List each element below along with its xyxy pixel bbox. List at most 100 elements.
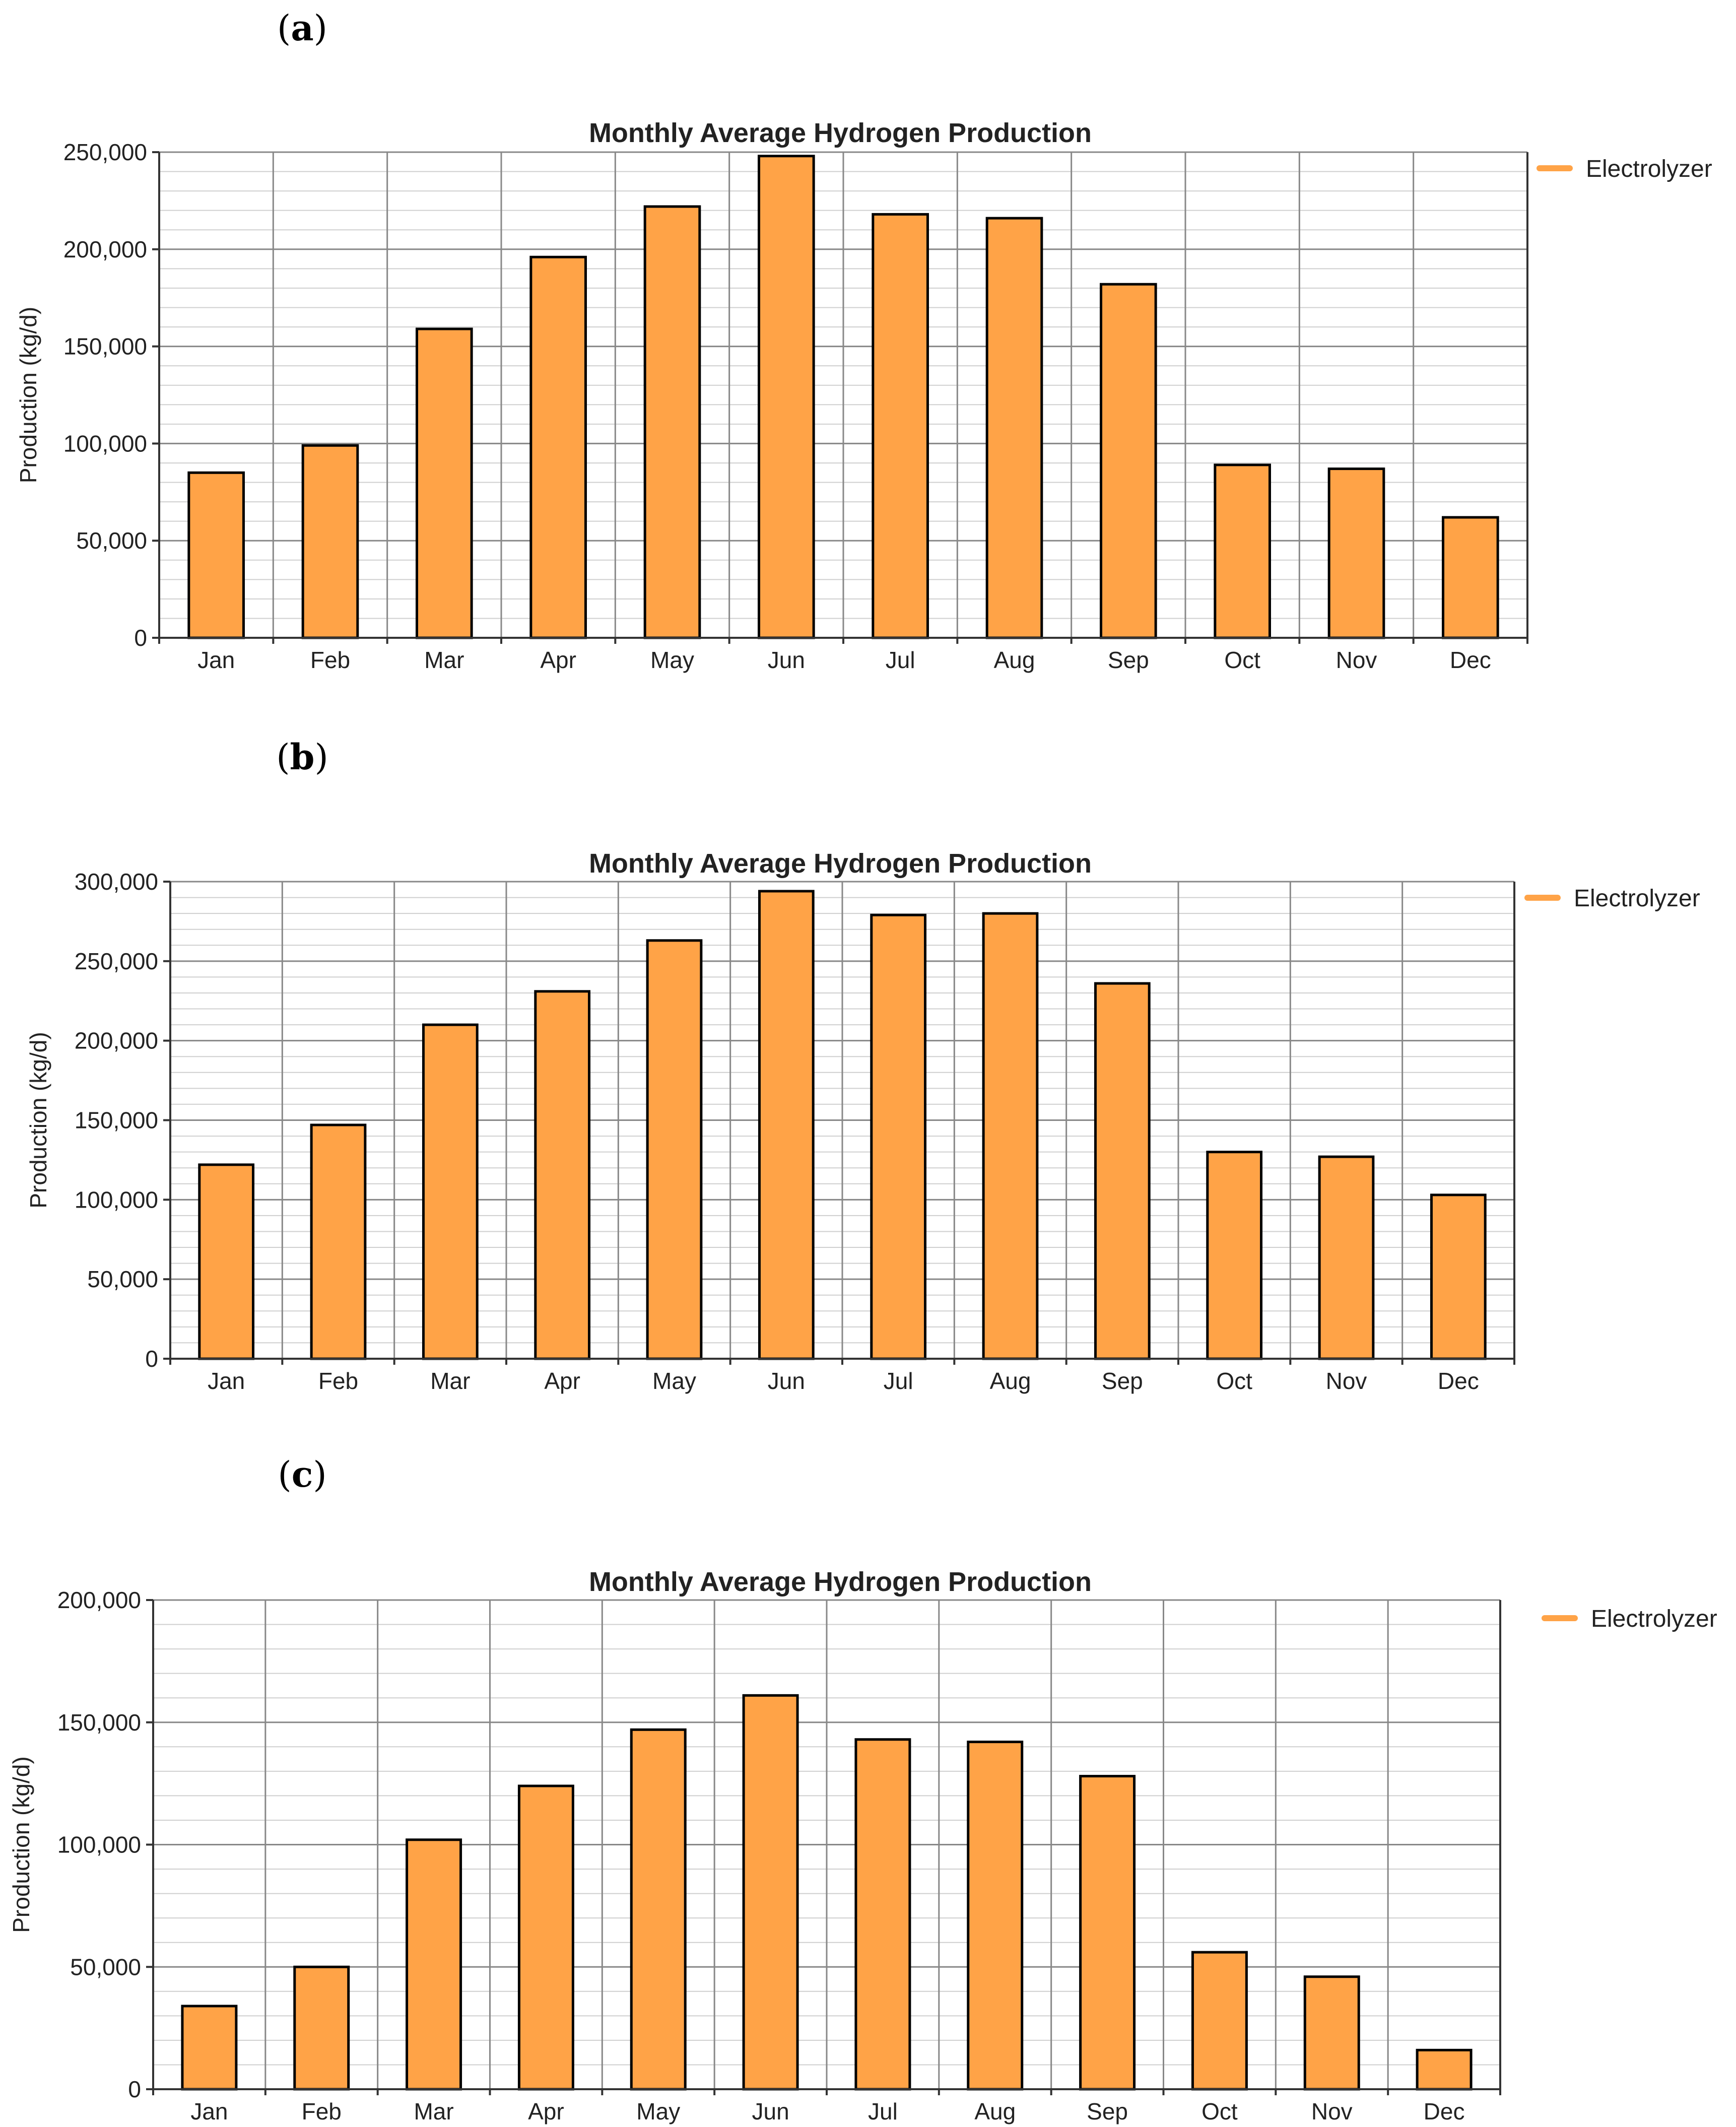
y-tick-label: 100,000 — [75, 1186, 158, 1213]
x-tick-label: Sep — [1102, 1368, 1143, 1394]
legend: Electrolyzer — [1537, 156, 1712, 182]
y-axis-label: Production (kg/d) — [8, 1756, 34, 1933]
chart-panel-c: (c) Monthly Average Hydrogen Production 0 5… — [8, 1453, 1717, 2124]
bar-mar — [416, 327, 473, 639]
y-tick-label: 50,000 — [70, 1954, 141, 1980]
bar-sep — [1079, 1775, 1136, 2091]
chart-title: Monthly Average Hydrogen Production — [589, 848, 1092, 879]
x-tick-label: Jan — [197, 647, 235, 673]
bar-sep — [1100, 283, 1157, 639]
x-tick-label: Jun — [752, 2098, 789, 2124]
panel-label: (a) — [277, 7, 327, 49]
bar-jun — [742, 1694, 799, 2091]
legend-label: Electrolyzer — [1586, 156, 1712, 182]
x-tick-label: Jun — [768, 1368, 805, 1394]
legend-label: Electrolyzer — [1574, 885, 1700, 912]
y-axis-label: Production (kg/d) — [15, 307, 41, 483]
bar-mar — [406, 1838, 462, 2091]
x-tick-label: Sep — [1087, 2098, 1128, 2124]
x-tick-label: Jan — [190, 2098, 228, 2124]
bar-oct — [1191, 1951, 1248, 2091]
bar-feb — [293, 1965, 350, 2091]
x-tick-label: Feb — [302, 2098, 342, 2124]
bar-oct — [1206, 1151, 1263, 1360]
x-tick-label: Aug — [974, 2098, 1016, 2124]
y-tick-label: 150,000 — [75, 1107, 158, 1134]
bar-jul — [870, 913, 927, 1360]
x-tick-label: Jul — [868, 2098, 898, 2124]
panel-paren-open: ( — [276, 737, 290, 778]
x-tick-label: Nov — [1336, 647, 1377, 673]
bar-sep — [1094, 982, 1151, 1360]
bar-jan — [198, 1163, 255, 1360]
y-tick-label: 100,000 — [57, 1832, 141, 1858]
x-tick-label: Feb — [318, 1368, 358, 1394]
bar-aug — [982, 912, 1039, 1360]
y-tick-label: 0 — [134, 625, 147, 651]
bar-may — [630, 1728, 687, 2091]
x-tick-label: Aug — [994, 647, 1035, 673]
bar-mar — [422, 1023, 479, 1360]
bar-jul — [854, 1738, 911, 2091]
y-tick-label: 200,000 — [75, 1028, 158, 1054]
bar-may — [646, 939, 703, 1360]
bar-aug — [985, 217, 1043, 639]
x-tick-label: Nov — [1311, 2098, 1353, 2124]
x-tick-label: Oct — [1201, 2098, 1238, 2124]
y-tick-label: 0 — [145, 1346, 158, 1372]
x-tick-label: Apr — [544, 1368, 580, 1394]
x-tick-label: Oct — [1216, 1368, 1252, 1394]
x-tick-label: Jun — [768, 647, 805, 673]
x-tick-label: Dec — [1438, 1368, 1479, 1394]
x-tick-label: Sep — [1108, 647, 1149, 673]
bar-apr — [534, 990, 591, 1360]
bar-apr — [529, 255, 587, 639]
x-tick-label: Feb — [310, 647, 350, 673]
x-tick-label: Apr — [540, 647, 576, 673]
legend: Electrolyzer — [1542, 1606, 1717, 1632]
x-tick-label: May — [650, 647, 694, 673]
y-tick-label: 300,000 — [75, 869, 158, 895]
chart-title: Monthly Average Hydrogen Production — [589, 1567, 1092, 1597]
chart-panel-a: (a) Monthly Average Hydrogen Production 0 5… — [15, 7, 1712, 673]
panel-label: (b) — [276, 736, 328, 778]
legend: Electrolyzer — [1524, 885, 1700, 912]
panel-letter: b — [290, 736, 315, 778]
y-tick-label: 150,000 — [63, 334, 147, 360]
bar-feb — [310, 1123, 367, 1360]
panel-paren-close: ) — [313, 1454, 326, 1495]
panel-letter: c — [292, 1453, 313, 1495]
panel-paren-close: ) — [314, 8, 327, 49]
bar-dec — [1416, 2048, 1473, 2091]
bar-apr — [517, 1784, 574, 2091]
x-tick-label: Mar — [414, 2098, 453, 2124]
x-tick-label: May — [652, 1368, 696, 1394]
bar-nov — [1318, 1155, 1375, 1360]
bar-jul — [872, 213, 929, 639]
bar-oct — [1214, 463, 1271, 639]
x-tick-label: Jan — [208, 1368, 245, 1394]
legend-label: Electrolyzer — [1591, 1606, 1717, 1632]
x-tick-label: Mar — [430, 1368, 470, 1394]
bar-dec — [1430, 1193, 1487, 1360]
chart-title: Monthly Average Hydrogen Production — [589, 118, 1092, 148]
panel-paren-open: ( — [277, 8, 291, 49]
y-tick-label: 0 — [128, 2076, 141, 2102]
x-tick-label: May — [636, 2098, 680, 2124]
bar-nov — [1327, 468, 1385, 639]
panel-paren-close: ) — [314, 737, 328, 778]
bar-jan — [187, 471, 245, 639]
x-tick-label: Aug — [990, 1368, 1031, 1394]
x-tick-label: Dec — [1450, 647, 1491, 673]
panel-label: (c) — [278, 1453, 326, 1495]
bar-nov — [1303, 1975, 1360, 2091]
bar-jan — [181, 2005, 238, 2091]
panel-paren-open: ( — [278, 1454, 291, 1495]
bar-dec — [1442, 516, 1499, 639]
y-tick-label: 200,000 — [57, 1587, 141, 1613]
x-tick-label: Apr — [528, 2098, 564, 2124]
y-tick-label: 250,000 — [63, 139, 147, 165]
y-tick-label: 100,000 — [63, 430, 147, 456]
chart-panel-b: (b) Monthly Average Hydrogen Production 0 5… — [25, 736, 1700, 1394]
